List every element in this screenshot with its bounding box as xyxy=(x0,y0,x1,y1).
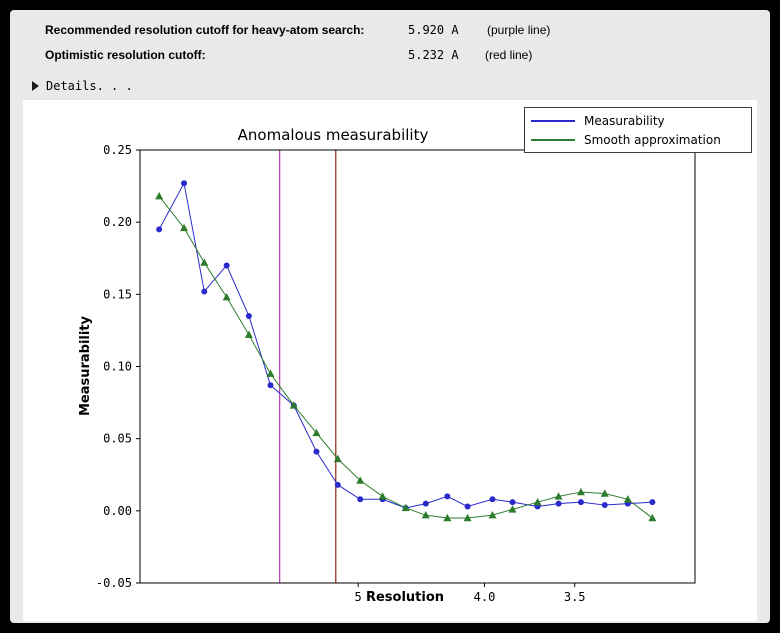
details-toggle[interactable]: Details. . . xyxy=(32,79,133,93)
measurability-series xyxy=(156,180,656,511)
y-tick-label: 0.25 xyxy=(103,143,132,157)
legend-label-smooth-approximation: Smooth approximation xyxy=(584,132,721,147)
chart-title: Anomalous measurability xyxy=(237,126,429,144)
recommended-cutoff-label: Recommended resolution cutoff for heavy-… xyxy=(45,23,365,37)
legend-item-measurability: Measurability xyxy=(531,113,745,128)
y-tick-label: -0.05 xyxy=(96,576,132,590)
y-tick-label: 0.00 xyxy=(103,504,132,518)
y-axis-label: Measurability xyxy=(78,315,93,417)
x-axis-label: Resolution xyxy=(365,590,445,605)
smooth-approximation-line-sample xyxy=(531,138,575,141)
measurability-line-sample xyxy=(531,119,575,122)
details-label: Details. . . xyxy=(46,79,133,93)
x-tick-label: 4.0 xyxy=(474,590,496,604)
x-tick-label: 5 xyxy=(355,590,362,604)
y-tick-label: 0.05 xyxy=(103,432,132,446)
optimistic-cutoff-note: (red line) xyxy=(485,48,533,62)
recommended-cutoff-note: (purple line) xyxy=(487,23,551,37)
measurability-chart: 5 4.0 3.5 0.25 0.20 0.15 0.10 0.05 0.00 -0.05 xyxy=(96,143,696,604)
x-tick-label: 3.5 xyxy=(564,590,586,604)
optimistic-cutoff-label: Optimistic resolution cutoff: xyxy=(45,48,206,62)
disclosure-triangle-icon xyxy=(32,81,39,91)
y-tick-label: 0.20 xyxy=(103,215,132,229)
axis-ticks: 5 4.0 3.5 0.25 0.20 0.15 0.10 0.05 0.00 -0.05 xyxy=(96,143,586,604)
recommended-cutoff-value: 5.920 A xyxy=(408,23,459,37)
y-tick-label: 0.15 xyxy=(103,287,132,301)
app-panel: Recommended resolution cutoff for heavy-… xyxy=(10,10,770,623)
plot-panel: 5 4.0 3.5 0.25 0.20 0.15 0.10 0.05 0.00 -0.05 Ano… xyxy=(23,100,757,621)
optimistic-cutoff-value: 5.232 A xyxy=(408,48,459,62)
legend-label-measurability: Measurability xyxy=(584,113,665,128)
smooth-approximation-series xyxy=(155,191,657,522)
y-tick-label: 0.10 xyxy=(103,360,132,374)
axes-frame xyxy=(139,149,696,584)
chart-legend: Measurability Smooth approximation xyxy=(524,107,752,153)
legend-item-smooth-approximation: Smooth approximation xyxy=(531,132,745,147)
